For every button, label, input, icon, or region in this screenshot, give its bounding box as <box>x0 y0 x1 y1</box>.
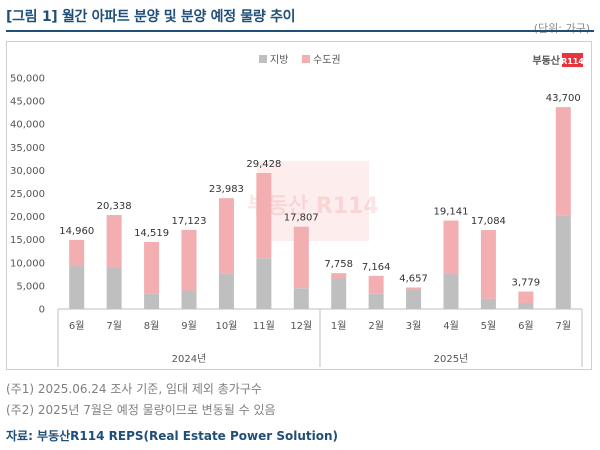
bar-metro <box>480 230 496 299</box>
brand-logo-badge <box>562 53 583 67</box>
bar-regional <box>218 273 234 309</box>
bar-regional <box>181 290 197 309</box>
chart-title: [그림 1] 월간 아파트 분양 및 분양 예정 물량 추이 <box>6 9 296 25</box>
x-tick-label: 5월 <box>481 320 497 332</box>
legend-swatch-regional <box>259 55 267 63</box>
footnote-2: (주2) 2025년 7월은 예정 물량이므로 변동될 수 있음 <box>6 403 276 417</box>
total-label: 43,700 <box>546 93 581 104</box>
watermark-box <box>257 161 369 241</box>
total-label: 17,807 <box>284 213 319 224</box>
bar-metro <box>331 273 347 279</box>
y-tick-label: 15,000 <box>10 235 45 246</box>
bar-regional <box>293 288 309 309</box>
bar-regional <box>480 298 496 309</box>
total-label: 7,758 <box>324 259 353 270</box>
y-tick-label: 30,000 <box>10 166 45 177</box>
bar-regional <box>406 289 422 309</box>
chart-frame: 부동산 R114 부동산 R114 지방 수도권 0 5,000 10,000 15,000 20… <box>6 41 592 370</box>
group-label: 2024년 <box>172 353 207 365</box>
title-rule <box>6 30 594 32</box>
y-tick-label: 35,000 <box>10 143 45 154</box>
group-label: 2025년 <box>434 353 469 365</box>
x-tick-label: 6월 <box>69 320 85 332</box>
bar-metro <box>293 226 309 289</box>
bar-regional <box>106 267 122 309</box>
y-tick-label: 40,000 <box>10 120 45 131</box>
legend-label-regional: 지방 <box>270 54 288 66</box>
bar-regional <box>69 266 85 309</box>
x-tick-label: 2월 <box>368 320 384 332</box>
bar-metro <box>218 198 234 274</box>
bar-metro <box>69 239 85 267</box>
y-tick-label: 45,000 <box>10 97 45 108</box>
x-tick-label: 4월 <box>443 320 459 332</box>
x-tick-label: 6월 <box>518 320 534 332</box>
legend-swatch-metro <box>302 55 310 63</box>
bar-metro <box>555 107 571 216</box>
x-tick-label: 7월 <box>106 320 122 332</box>
bar-metro <box>518 291 534 303</box>
bar-regional <box>443 273 459 309</box>
brand-logo-text: 부동산 <box>532 54 560 67</box>
bar-regional <box>368 293 384 309</box>
x-tick-label: 8월 <box>144 320 160 332</box>
total-label: 17,084 <box>471 216 506 227</box>
bar-metro <box>443 220 459 274</box>
bar-metro <box>406 287 422 290</box>
total-label: 4,657 <box>399 273 428 284</box>
y-tick-label: 5,000 <box>16 281 45 292</box>
y-tick-label: 0 <box>39 305 45 316</box>
bar-metro <box>256 173 272 259</box>
y-tick-label: 25,000 <box>10 189 45 200</box>
x-tick-label: 11월 <box>253 320 275 332</box>
total-label: 17,123 <box>172 216 207 227</box>
bar-metro <box>106 215 122 268</box>
bar-regional <box>518 302 534 309</box>
total-label: 14,960 <box>59 226 94 237</box>
bar-metro <box>181 229 197 291</box>
x-tick-label: 1월 <box>331 320 347 332</box>
total-label: 20,338 <box>97 201 132 212</box>
x-tick-label: 3월 <box>406 320 422 332</box>
total-label: 23,983 <box>209 184 244 195</box>
bar-metro <box>144 241 160 294</box>
legend-label-metro: 수도권 <box>313 54 341 66</box>
total-label: 29,428 <box>246 159 281 170</box>
bar-regional <box>331 278 347 309</box>
bar-metro <box>368 275 384 294</box>
x-tick-label: 10월 <box>215 320 237 332</box>
y-tick-label: 50,000 <box>10 74 45 85</box>
source-note: 자료: 부동산R114 REPS(Real Estate Power Solut… <box>6 429 339 443</box>
brand-logo-badge-text: R114 <box>561 57 584 66</box>
total-label: 14,519 <box>134 228 169 239</box>
footnotes: (주1) 2025.06.24 조사 기준, 임대 제외 총가구수 (주2) 2… <box>6 379 276 421</box>
bar-regional <box>555 215 571 309</box>
y-tick-label: 20,000 <box>10 212 45 223</box>
total-label: 7,164 <box>362 262 391 273</box>
x-tick-label: 12월 <box>290 320 312 332</box>
x-tick-label: 7월 <box>556 320 572 332</box>
x-tick-label: 9월 <box>181 320 197 332</box>
total-label: 3,779 <box>512 278 541 289</box>
total-label: 19,141 <box>434 207 469 218</box>
footnote-1: (주1) 2025.06.24 조사 기준, 임대 제외 총가구수 <box>6 382 262 396</box>
y-tick-label: 10,000 <box>10 258 45 269</box>
bar-regional <box>256 258 272 309</box>
unit-label: (단위: 가구) <box>533 22 590 35</box>
bar-regional <box>144 293 160 309</box>
